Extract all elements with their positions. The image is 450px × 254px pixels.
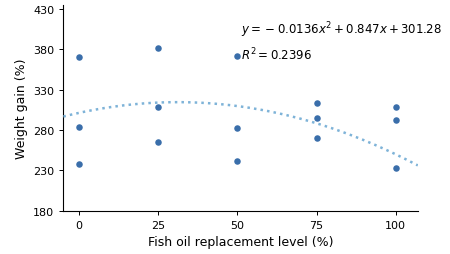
Point: [234, 54, 241, 58]
Point: [76, 56, 83, 60]
Point: [392, 166, 399, 170]
Point: [313, 116, 320, 120]
Point: [392, 106, 399, 110]
Point: [76, 125, 83, 129]
Point: [155, 140, 162, 145]
Text: $y = -0.0136x^2 + 0.847x + 301.28$
$R^2 = 0.2396$: $y = -0.0136x^2 + 0.847x + 301.28$ $R^2 …: [241, 20, 441, 63]
Point: [155, 47, 162, 51]
Point: [76, 162, 83, 166]
Y-axis label: Weight gain (%): Weight gain (%): [14, 58, 27, 158]
Point: [313, 102, 320, 106]
Point: [392, 118, 399, 122]
Point: [155, 106, 162, 110]
X-axis label: Fish oil replacement level (%): Fish oil replacement level (%): [148, 235, 333, 248]
Point: [234, 126, 241, 130]
Point: [234, 159, 241, 163]
Point: [313, 136, 320, 140]
